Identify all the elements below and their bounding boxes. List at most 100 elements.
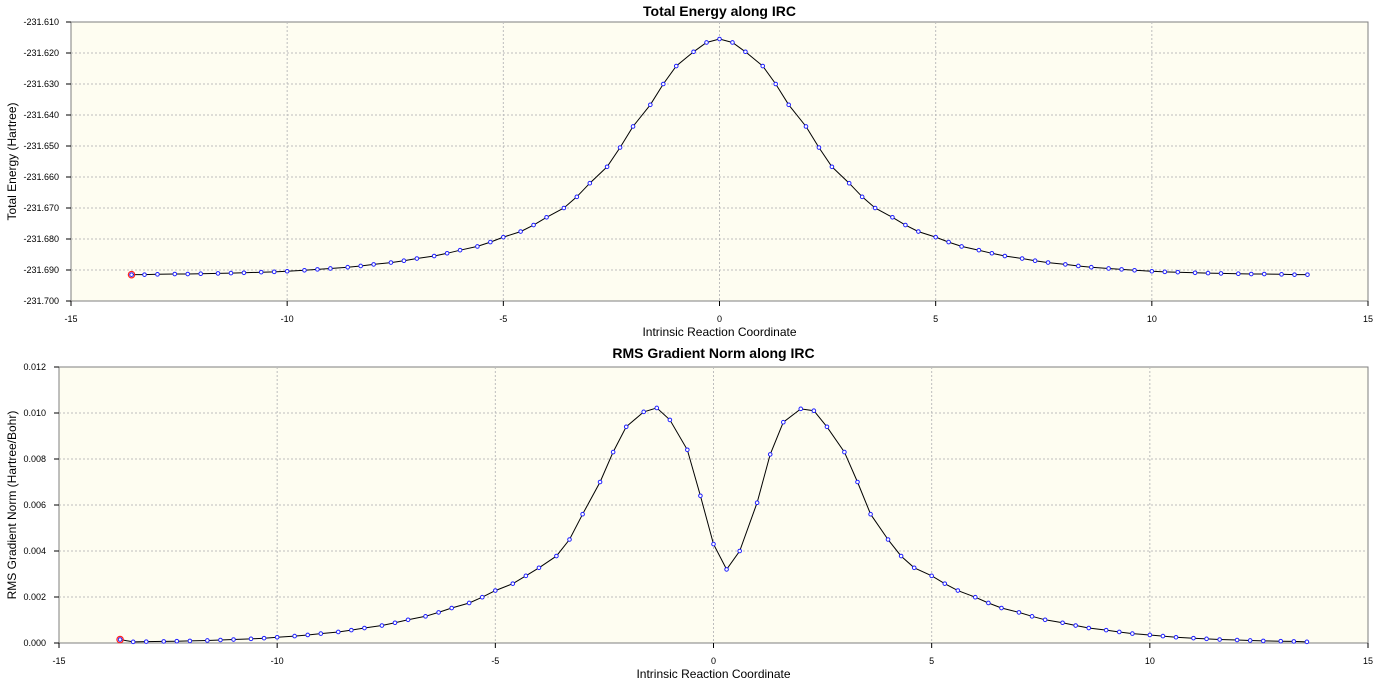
- data-point: [185, 271, 191, 277]
- data-point: [518, 229, 523, 234]
- current-point-marker: [127, 270, 136, 279]
- data-point: [215, 271, 221, 276]
- y-tick-label: -231.700: [23, 296, 59, 306]
- x-tick-label: 10: [1145, 656, 1155, 666]
- data-point: [587, 180, 593, 186]
- data-point: [1279, 272, 1284, 277]
- data-point: [1016, 610, 1022, 615]
- data-point: [976, 247, 982, 253]
- data-point: [431, 253, 437, 259]
- x-tick-label: 5: [929, 656, 934, 666]
- data-point: [1063, 262, 1068, 267]
- data-point: [379, 623, 385, 628]
- data-point: [730, 40, 735, 45]
- data-point: [436, 610, 441, 615]
- x-tick-label: 15: [1363, 656, 1373, 666]
- data-point: [580, 511, 585, 517]
- x-tick-label: 5: [933, 314, 938, 324]
- data-point: [1029, 614, 1035, 619]
- data-point: [999, 605, 1004, 611]
- data-point: [414, 256, 420, 261]
- data-point: [973, 594, 978, 600]
- data-point: [130, 639, 136, 645]
- y-tick-label: 0.010: [23, 408, 46, 418]
- data-point: [767, 452, 773, 457]
- data-point: [172, 271, 178, 277]
- x-axis-title: Intrinsic Reaction Coordinate: [642, 325, 796, 339]
- data-point: [493, 588, 498, 593]
- y-tick-label: -231.680: [23, 234, 59, 244]
- data-point: [623, 424, 629, 430]
- data-point: [667, 417, 673, 423]
- data-point: [241, 270, 247, 276]
- data-point: [284, 268, 290, 274]
- data-point: [231, 637, 236, 642]
- data-point: [1119, 267, 1124, 272]
- y-tick-label: 0.002: [23, 592, 46, 602]
- data-point: [561, 205, 567, 211]
- data-point: [488, 239, 493, 245]
- data-point: [129, 272, 134, 277]
- data-point: [798, 406, 804, 412]
- data-point: [855, 479, 860, 485]
- data-point: [597, 479, 603, 485]
- data-point: [466, 600, 472, 606]
- data-point: [305, 632, 311, 638]
- data-point: [1032, 258, 1038, 264]
- data-point: [1147, 632, 1153, 638]
- data-point: [388, 260, 394, 265]
- data-point: [1291, 639, 1297, 644]
- data-point: [1278, 638, 1284, 644]
- data-point: [1175, 269, 1181, 275]
- data-point: [1042, 617, 1048, 623]
- data-point: [955, 588, 961, 593]
- data-point: [911, 565, 917, 571]
- data-point: [1247, 638, 1253, 643]
- x-axis-title: Intrinsic Reaction Coordinate: [636, 667, 790, 681]
- data-point: [824, 424, 830, 430]
- x-tick-label: -10: [281, 314, 294, 324]
- data-point: [648, 102, 653, 108]
- data-point: [1173, 634, 1179, 640]
- data-point: [449, 605, 455, 611]
- data-point: [660, 81, 666, 87]
- data-point: [536, 565, 542, 571]
- data-point: [1060, 620, 1065, 626]
- data-point: [942, 581, 948, 586]
- data-point: [1073, 623, 1078, 628]
- data-point: [868, 511, 873, 517]
- data-point: [531, 222, 536, 228]
- data-point: [349, 627, 354, 633]
- data-point: [898, 553, 904, 559]
- data-point: [673, 63, 679, 69]
- current-point-marker: [116, 635, 124, 644]
- data-point: [711, 541, 716, 547]
- data-point: [1260, 638, 1266, 644]
- data-point: [523, 573, 529, 579]
- data-point: [142, 272, 147, 277]
- data-point: [187, 638, 193, 644]
- data-point: [986, 600, 991, 606]
- data-point: [1086, 625, 1092, 631]
- data-point: [567, 537, 572, 542]
- data-point: [371, 262, 376, 267]
- data-point: [816, 145, 822, 150]
- y-tick-label: 0.000: [23, 638, 46, 648]
- data-point: [1205, 270, 1211, 276]
- data-point: [423, 614, 428, 619]
- data-point: [501, 234, 506, 240]
- data-point: [228, 270, 234, 276]
- y-tick-label: -231.660: [23, 172, 59, 182]
- data-point: [479, 594, 485, 600]
- data-point: [685, 447, 690, 453]
- data-point: [610, 449, 616, 455]
- data-point: [946, 239, 951, 245]
- chart-title: Total Energy along IRC: [643, 3, 796, 19]
- data-point: [1234, 637, 1240, 643]
- x-tick-label: 10: [1147, 314, 1157, 324]
- data-point: [1002, 253, 1008, 259]
- data-point: [302, 268, 307, 273]
- data-point: [698, 493, 703, 499]
- chart-2: RMS Gradient Norm along IRC -15 -10 -5 0 5 10 1…: [5, 345, 1373, 681]
